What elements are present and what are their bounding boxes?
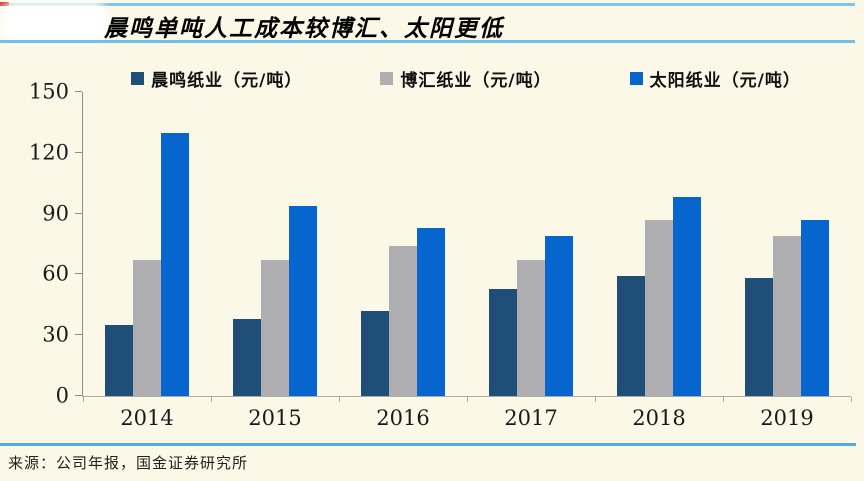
bar-taiyang-2015: [289, 205, 317, 396]
y-axis-tick: [75, 151, 82, 153]
bar-taiyang-2019: [801, 219, 829, 396]
chart-title: 晨鸣单吨人工成本较博汇、太阳更低: [104, 15, 504, 42]
bar-chenming-2018: [617, 276, 645, 396]
legend-label-bohui: 博汇纸业（元/吨）: [400, 70, 552, 91]
x-axis-label-2017: 2017: [504, 406, 558, 430]
bars-row: [83, 92, 851, 396]
y-axis-label-150: 150: [28, 79, 69, 104]
bar-taiyang-2017: [545, 235, 573, 396]
legend: 晨鸣纸业（元/吨） 博汇纸业（元/吨） 太阳纸业（元/吨）: [82, 64, 850, 92]
bar-bohui-2014: [133, 260, 161, 396]
plot-area: 2014 2015 2016 2017 2018 2019 0 30 60 90 120 150: [29, 81, 852, 430]
legend-swatch-chenming: [131, 71, 145, 85]
y-axis-tick: [75, 212, 82, 214]
bar-taiyang-2014: [161, 132, 189, 396]
y-axis-label-90: 90: [42, 201, 69, 226]
bottom-rule: [0, 443, 856, 446]
x-axis-label-2016: 2016: [376, 406, 430, 430]
legend-swatch-taiyang: [629, 71, 643, 85]
bar-group-2015: [211, 92, 339, 396]
bar-group-2019: [723, 92, 851, 396]
bar-group-2016: [339, 92, 467, 396]
legend-label-taiyang: 太阳纸业（元/吨）: [649, 70, 801, 91]
bar-bohui-2017: [517, 260, 545, 396]
erased-label-blob: [6, 7, 102, 38]
bar-bohui-2018: [645, 219, 673, 396]
x-axis-tick: [211, 397, 212, 402]
bar-chenming-2015: [233, 319, 261, 396]
legend-item-chenming: 晨鸣纸业（元/吨）: [131, 66, 302, 91]
legend-label-chenming: 晨鸣纸业（元/吨）: [151, 70, 303, 91]
bar-chenming-2014: [105, 325, 133, 396]
y-axis-label-60: 60: [42, 261, 69, 286]
bar-group-2018: [595, 92, 723, 396]
x-axis-label-2014: 2014: [120, 406, 174, 430]
bar-taiyang-2018: [673, 197, 701, 396]
y-axis-label-0: 0: [55, 383, 69, 408]
bar-bohui-2016: [389, 246, 417, 396]
bar-chenming-2019: [745, 278, 773, 396]
legend-item-taiyang: 太阳纸业（元/吨）: [629, 66, 801, 91]
bar-chenming-2017: [489, 288, 517, 396]
x-axis-tick: [83, 397, 84, 402]
bar-group-2017: [467, 92, 595, 396]
y-axis-tick: [75, 395, 82, 396]
x-axis-label-2015: 2015: [248, 406, 302, 430]
legend-swatch-bohui: [380, 71, 394, 85]
x-axis-tick: [467, 397, 468, 402]
top-rule-red-accent: [0, 2, 9, 6]
title-underline-rule: [0, 40, 855, 43]
x-axis-tick: [595, 397, 596, 402]
x-axis-tick: [723, 397, 724, 402]
source-note: 来源：公司年报，国金证券研究所: [8, 454, 249, 472]
x-axis-tick: [339, 397, 340, 402]
y-axis-tick: [75, 91, 82, 92]
bar-chenming-2016: [361, 310, 389, 396]
y-axis-label-30: 30: [42, 322, 69, 347]
bar-taiyang-2016: [417, 227, 445, 396]
top-rule: [9, 3, 855, 6]
x-axis-tick: [851, 397, 852, 402]
bar-group-2014: [83, 92, 211, 396]
x-axis-label-2019: 2019: [760, 406, 814, 430]
y-axis-tick: [75, 273, 82, 275]
bar-bohui-2015: [261, 260, 289, 396]
bar-bohui-2019: [773, 235, 801, 396]
y-axis-tick: [75, 334, 82, 336]
legend-item-bohui: 博汇纸业（元/吨）: [380, 66, 551, 91]
y-axis-label-120: 120: [28, 140, 69, 165]
x-axis-label-2018: 2018: [632, 406, 686, 430]
